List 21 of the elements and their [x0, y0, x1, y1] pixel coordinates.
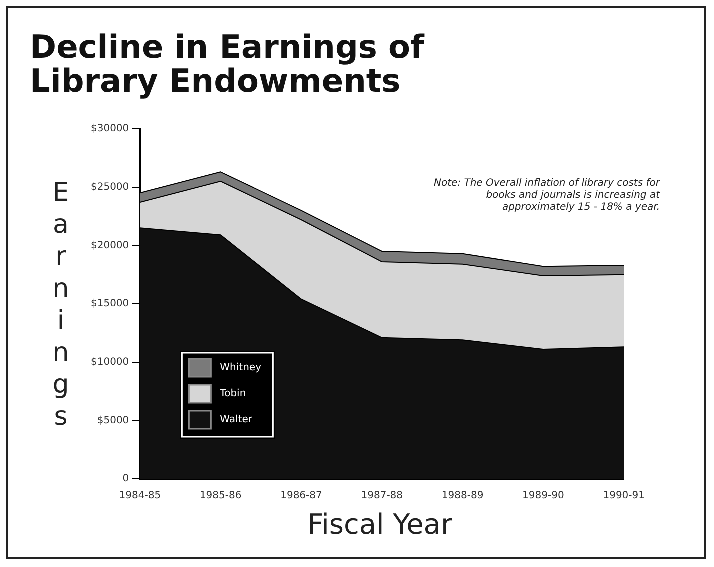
chart-title: Decline in Earnings of Library Endowments	[30, 28, 426, 100]
y-tick-label: $5000	[97, 415, 130, 426]
y-tick-label: $25000	[90, 182, 130, 193]
annotation: Note: The Overall inflation of library costs for books and journals is increasing at approximately 15 - 18% a year.	[432, 178, 660, 214]
x-tick-label: 1987-88	[361, 490, 404, 502]
y-tick-label: $10000	[90, 356, 130, 368]
legend-label: Tobin	[219, 388, 246, 400]
x-tick-label: 1990-91	[603, 490, 646, 502]
y-tick-label: 0	[122, 474, 130, 485]
x-tick-label: 1984-85	[119, 490, 162, 502]
y-axis-title: Earnings	[46, 178, 76, 434]
legend-label: Walter	[220, 414, 254, 426]
legend-label: Whitney	[220, 362, 262, 374]
x-tick-label: 1985-86	[200, 490, 242, 502]
x-tick-label: 1986-87	[280, 490, 322, 502]
y-tick-label: $20000	[90, 240, 130, 252]
y-tick-label: $30000	[90, 124, 130, 135]
x-tick-label: 1988-89	[442, 490, 484, 502]
x-tick-label: 1989-90	[522, 490, 564, 502]
x-axis-title: Fiscal Year	[306, 508, 454, 541]
y-tick-label: $15000	[90, 298, 130, 310]
